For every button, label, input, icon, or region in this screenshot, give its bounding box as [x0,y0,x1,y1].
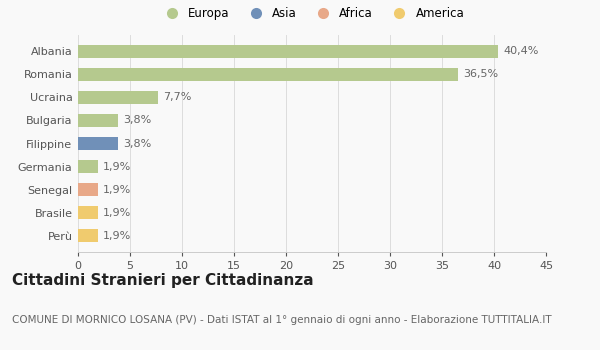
Text: 1,9%: 1,9% [103,208,131,218]
Text: 36,5%: 36,5% [463,69,498,79]
Text: 1,9%: 1,9% [103,185,131,195]
Bar [78,45,498,57]
Bar [78,137,118,150]
Bar [78,160,98,173]
Text: 40,4%: 40,4% [503,46,539,56]
Bar [78,230,98,242]
Text: Cittadini Stranieri per Cittadinanza: Cittadini Stranieri per Cittadinanza [12,273,314,288]
Text: COMUNE DI MORNICO LOSANA (PV) - Dati ISTAT al 1° gennaio di ogni anno - Elaboraz: COMUNE DI MORNICO LOSANA (PV) - Dati IST… [12,315,551,325]
Text: 7,7%: 7,7% [163,92,191,102]
Text: 3,8%: 3,8% [123,139,151,148]
Bar [78,183,98,196]
Text: 1,9%: 1,9% [103,162,131,172]
Bar [78,68,458,80]
Text: 1,9%: 1,9% [103,231,131,241]
Bar [78,91,158,104]
Legend: Europa, Asia, Africa, America: Europa, Asia, Africa, America [155,2,469,25]
Text: 3,8%: 3,8% [123,116,151,125]
Bar [78,206,98,219]
Bar [78,114,118,127]
